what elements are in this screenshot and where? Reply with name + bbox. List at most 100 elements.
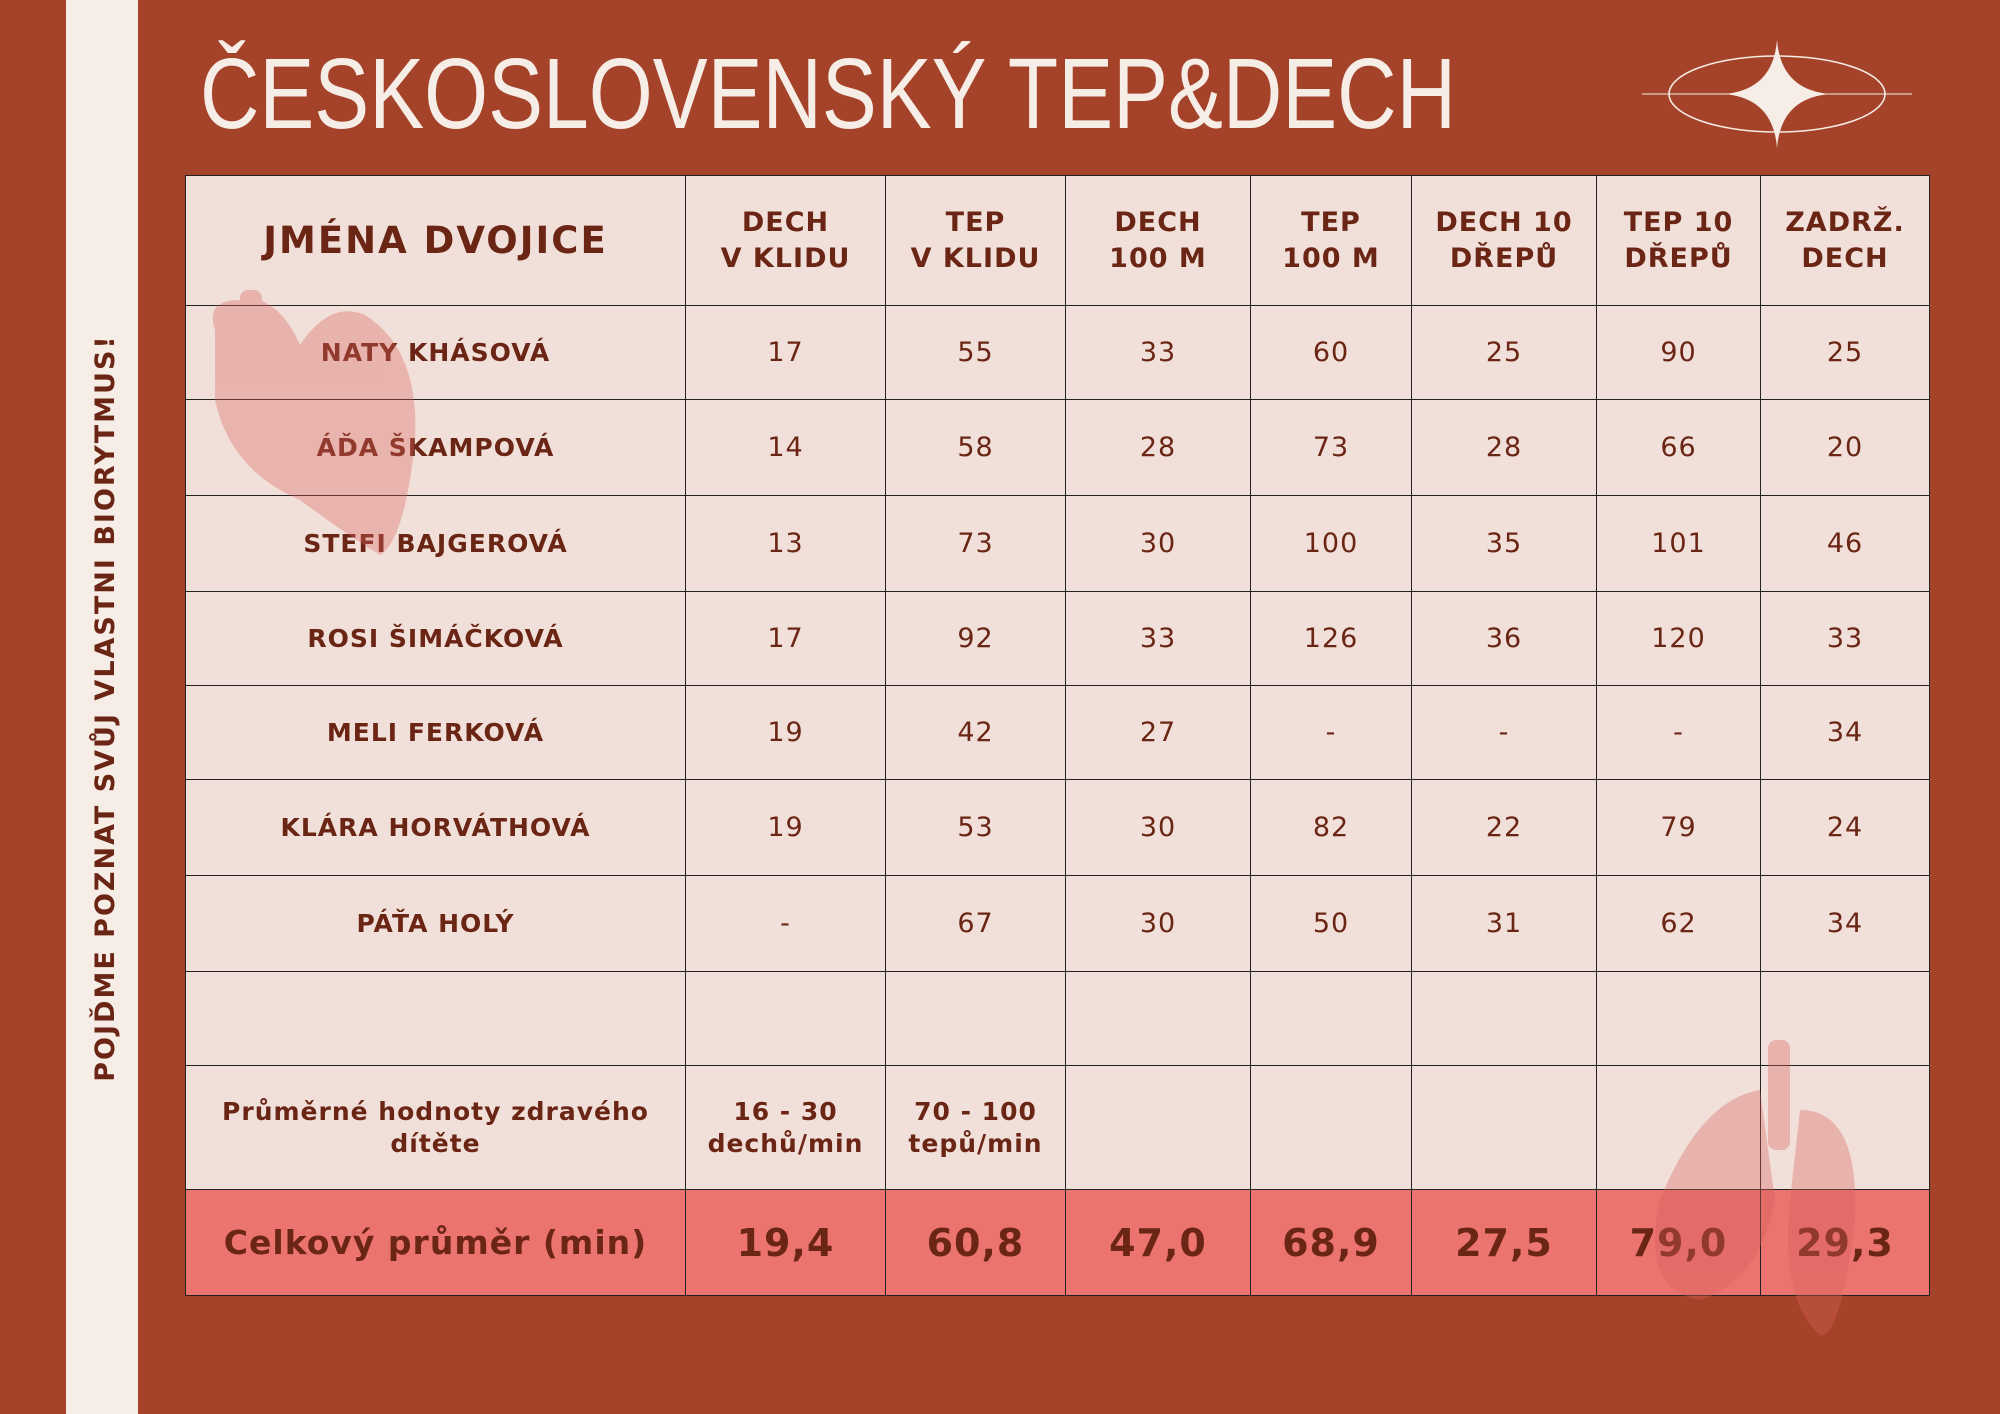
- value-cell: 42: [885, 685, 1066, 780]
- value-cell: 24: [1760, 779, 1930, 876]
- empty-cell: [1760, 971, 1930, 1066]
- value-cell: 79: [1596, 779, 1761, 876]
- total-cell: 68,9: [1250, 1189, 1412, 1296]
- data-row: NATY KHÁSOVÁ 17 55 33 60 25 90 25: [185, 305, 1930, 400]
- value-cell: 25: [1411, 305, 1597, 400]
- empty-cell: [1065, 971, 1251, 1066]
- value-cell: 100: [1250, 495, 1412, 592]
- normal-cell: Průměrné hodnoty zdravého dítěte: [185, 1065, 686, 1190]
- value-cell: 13: [685, 495, 886, 592]
- value-cell: 35: [1411, 495, 1597, 592]
- value-cell: 92: [885, 591, 1066, 686]
- value-cell: 36: [1411, 591, 1597, 686]
- total-cell: 60,8: [885, 1189, 1066, 1296]
- value-cell: 67: [885, 875, 1066, 972]
- value-cell: 101: [1596, 495, 1761, 592]
- empty-cell: [1250, 971, 1412, 1066]
- value-cell: 27: [1065, 685, 1251, 780]
- empty-cell: [885, 971, 1066, 1066]
- header-cell: DECH 100 M: [1065, 175, 1251, 306]
- value-cell: 73: [1250, 399, 1412, 496]
- value-cell: 30: [1065, 779, 1251, 876]
- value-cell: 58: [885, 399, 1066, 496]
- data-row: PÁŤA HOLÝ -67 30 50 31 62 34: [185, 875, 1930, 972]
- value-cell: 30: [1065, 495, 1251, 592]
- normal-cell: [1065, 1065, 1251, 1190]
- value-cell: 14: [685, 399, 886, 496]
- name-cell: STEFI BAJGEROVÁ: [185, 495, 686, 592]
- value-cell: 17: [685, 591, 886, 686]
- name-cell: MELI FERKOVÁ: [185, 685, 686, 780]
- value-cell: 33: [1760, 591, 1930, 686]
- name-cell: PÁŤA HOLÝ: [185, 875, 686, 972]
- data-row: STEFI BAJGEROVÁ 13 73 30 100 35 101 46: [185, 495, 1930, 592]
- total-cell: 19,4: [685, 1189, 886, 1296]
- value-cell: -: [685, 875, 886, 972]
- value-cell: 34: [1760, 875, 1930, 972]
- empty-row: [185, 971, 1930, 1066]
- normal-cell: [1596, 1065, 1761, 1190]
- empty-cell: [685, 971, 886, 1066]
- star-ornament: [1642, 40, 1912, 148]
- total-cell: 47,0: [1065, 1189, 1251, 1296]
- side-strip: [66, 0, 138, 1414]
- empty-cell: [185, 971, 686, 1066]
- data-row: KLÁRA HORVÁTHOVÁ 19 53 30 82 22 79 24: [185, 779, 1930, 876]
- header-cell: TEP V KLIDU: [885, 175, 1066, 306]
- value-cell: 34: [1760, 685, 1930, 780]
- value-cell: 28: [1411, 399, 1597, 496]
- value-cell: -: [1596, 685, 1761, 780]
- value-cell: 25: [1760, 305, 1930, 400]
- normal-cell: 16 - 30 dechů/min: [685, 1065, 886, 1190]
- value-cell: 33: [1065, 305, 1251, 400]
- title: ČESKOSLOVENSKÝ TEP&DECH: [200, 38, 1456, 150]
- value-cell: 22: [1411, 779, 1597, 876]
- name-cell: NATY KHÁSOVÁ: [185, 305, 686, 400]
- value-cell: 126: [1250, 591, 1412, 686]
- value-cell: 73: [885, 495, 1066, 592]
- data-table: JMÉNA DVOJICE DECH V KLIDU TEP V KLIDU DECH…: [185, 175, 1930, 1296]
- value-cell: -: [1411, 685, 1597, 780]
- total-cell: Celkový průměr (min): [185, 1189, 686, 1296]
- value-cell: 19: [685, 685, 886, 780]
- value-cell: 60: [1250, 305, 1412, 400]
- value-cell: 17: [685, 305, 886, 400]
- name-cell: ROSI ŠIMÁČKOVÁ: [185, 591, 686, 686]
- header-cell: JMÉNA DVOJICE: [185, 175, 686, 306]
- normal-values-row: Průměrné hodnoty zdravého dítěte 16 - 30 …: [185, 1065, 1930, 1190]
- data-row: ROSI ŠIMÁČKOVÁ 17 92 33 126 36 120 33: [185, 591, 1930, 686]
- value-cell: 28: [1065, 399, 1251, 496]
- side-text: POJĎME POZNAT SVŮJ VLASTNI BIORYTMUS!: [88, 334, 121, 1081]
- total-cell: 79,0: [1596, 1189, 1761, 1296]
- value-cell: -: [1250, 685, 1412, 780]
- value-cell: 66: [1596, 399, 1761, 496]
- header-cell: TEP 10 DŘEPŮ: [1596, 175, 1761, 306]
- total-row: Celkový průměr (min) 19,4 60,8 47,0 68,9 27,5…: [185, 1189, 1930, 1296]
- value-cell: 90: [1596, 305, 1761, 400]
- header-cell: TEP 100 M: [1250, 175, 1412, 306]
- value-cell: 55: [885, 305, 1066, 400]
- value-cell: 19: [685, 779, 886, 876]
- data-row: ÁĎA ŠKAMPOVÁ 14 58 28 73 28 66 20: [185, 399, 1930, 496]
- header-cell: DECH V KLIDU: [685, 175, 886, 306]
- value-cell: 62: [1596, 875, 1761, 972]
- value-cell: 30: [1065, 875, 1251, 972]
- total-cell: 29,3: [1760, 1189, 1930, 1296]
- empty-cell: [1596, 971, 1761, 1066]
- value-cell: 46: [1760, 495, 1930, 592]
- normal-cell: [1760, 1065, 1930, 1190]
- total-cell: 27,5: [1411, 1189, 1597, 1296]
- value-cell: 50: [1250, 875, 1412, 972]
- value-cell: 20: [1760, 399, 1930, 496]
- empty-cell: [1411, 971, 1597, 1066]
- name-cell: ÁĎA ŠKAMPOVÁ: [185, 399, 686, 496]
- value-cell: 33: [1065, 591, 1251, 686]
- normal-cell: [1411, 1065, 1597, 1190]
- value-cell: 82: [1250, 779, 1412, 876]
- data-row: MELI FERKOVÁ 19 42 27- - -34: [185, 685, 1930, 780]
- header-cell: ZADRŽ. DECH: [1760, 175, 1930, 306]
- header-cell: DECH 10 DŘEPŮ: [1411, 175, 1597, 306]
- value-cell: 53: [885, 779, 1066, 876]
- name-cell: KLÁRA HORVÁTHOVÁ: [185, 779, 686, 876]
